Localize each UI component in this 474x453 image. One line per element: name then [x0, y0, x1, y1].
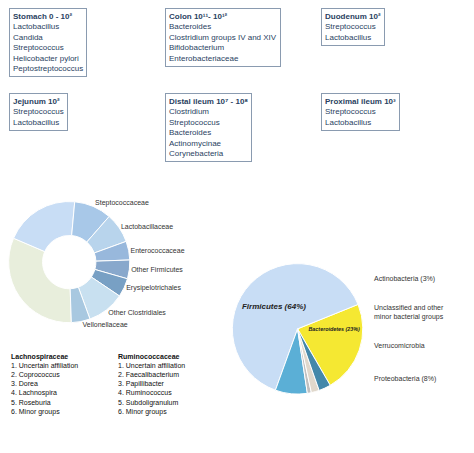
svg-text:Other Clostridiales: Other Clostridiales: [108, 309, 166, 316]
svg-text:Lachnospiraceae1. Uncertain af: Lachnospiraceae1. Uncertain affiliation2…: [11, 353, 78, 416]
svg-text:Colon 10¹¹- 10¹²BacteroidesClo: Colon 10¹¹- 10¹²BacteroidesClostridium g…: [169, 12, 277, 63]
svg-text:Steptococcaceae: Steptococcaceae: [95, 199, 149, 207]
svg-text:Proximal ileum 10³Streptococcu: Proximal ileum 10³StreptococcusLactobaci…: [325, 97, 396, 127]
svg-text:Unclassified and otherminor ba: Unclassified and otherminor bacterial gr…: [374, 304, 444, 321]
svg-text:Proteobacteria (8%): Proteobacteria (8%): [374, 375, 436, 383]
svg-text:Enterococcaceae: Enterococcaceae: [130, 247, 184, 254]
svg-text:Jejunum 10²StreptococcusLactob: Jejunum 10²StreptococcusLactobacillus: [13, 97, 64, 127]
svg-text:Vellonellaceae: Vellonellaceae: [83, 321, 128, 328]
svg-text:Lactobacillaceae: Lactobacillaceae: [121, 223, 173, 230]
svg-text:Actinobacteria (3%): Actinobacteria (3%): [374, 275, 435, 283]
svg-text:Distal ileum 10⁷ - 10⁸Clostrid: Distal ileum 10⁷ - 10⁸ClostridiumStrepto…: [169, 97, 248, 158]
svg-text:Bacteroidetes (23%): Bacteroidetes (23%): [308, 326, 360, 332]
svg-text:Erysipelotrichales: Erysipelotrichales: [126, 284, 181, 292]
svg-text:Duodenum 10²StreptococcusLacto: Duodenum 10²StreptococcusLactobacillus: [325, 12, 381, 42]
svg-text:Firmicutes (64%): Firmicutes (64%): [242, 302, 306, 311]
svg-text:Other Firmicutes: Other Firmicutes: [131, 266, 183, 273]
svg-text:Verrucomicrobia: Verrucomicrobia: [374, 342, 425, 349]
svg-text:Ruminococcaceae1. Uncertain af: Ruminococcaceae1. Uncertain affiliation2…: [118, 353, 185, 416]
svg-text:Stomach 0 - 10²LactobacillusCa: Stomach 0 - 10²LactobacillusCandidaStrep…: [13, 12, 83, 73]
